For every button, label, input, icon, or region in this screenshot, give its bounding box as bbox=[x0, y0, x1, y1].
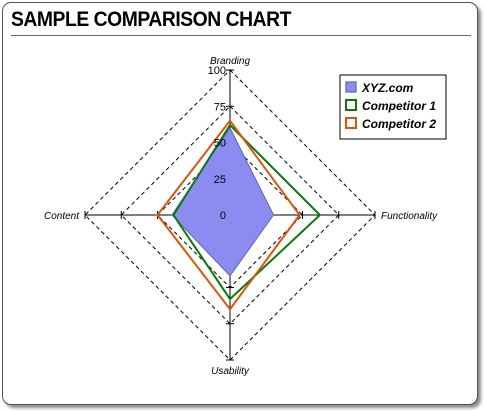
chart-title: SAMPLE COMPARISON CHART bbox=[11, 8, 291, 31]
tick-label-50: 50 bbox=[214, 138, 226, 150]
axis-label-branding: Branding bbox=[210, 56, 250, 67]
axis-label-functionality: Functionality bbox=[381, 211, 438, 222]
series-competitor-2 bbox=[156, 119, 301, 311]
legend-swatch bbox=[345, 99, 357, 111]
tick-label-100: 100 bbox=[208, 65, 226, 77]
legend-label: XYZ.com bbox=[361, 81, 414, 95]
legend: XYZ.com Competitor 1 Competitor 2 bbox=[339, 74, 447, 140]
series-competitor-1 bbox=[172, 123, 322, 301]
legend-swatch bbox=[345, 117, 357, 129]
legend-box bbox=[339, 74, 447, 140]
series bbox=[156, 119, 322, 311]
legend-swatch bbox=[345, 81, 357, 93]
tick-label-25: 25 bbox=[214, 174, 226, 186]
axis-label-usability: Usability bbox=[211, 366, 250, 377]
grid-ring-75 bbox=[120, 105, 340, 325]
chart-frame: SAMPLE COMPARISON CHART bbox=[2, 2, 478, 405]
legend-label: Competitor 2 bbox=[362, 117, 436, 131]
axis-label-content: Content bbox=[44, 211, 80, 222]
tick-label-75: 75 bbox=[214, 101, 226, 113]
grid-ring-100 bbox=[84, 69, 376, 361]
legend-label: Competitor 1 bbox=[362, 99, 436, 113]
tick-label-0: 0 bbox=[220, 210, 226, 222]
title-divider bbox=[11, 35, 471, 36]
